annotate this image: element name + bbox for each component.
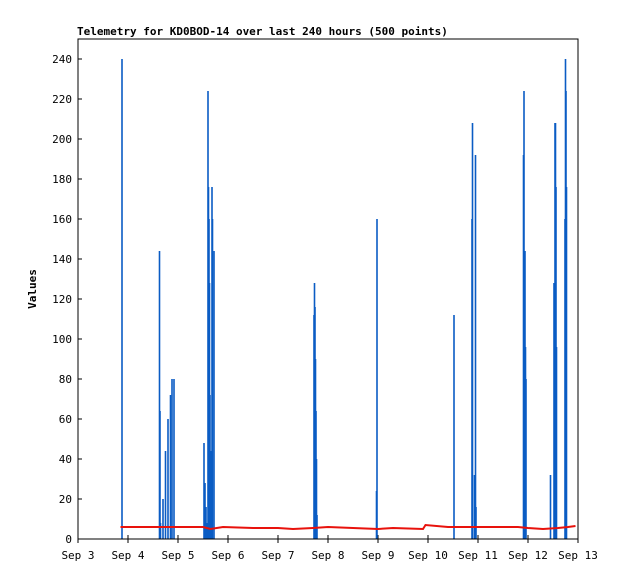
- x-tick-label: Sep 9: [361, 549, 394, 562]
- x-tick-label: Sep 5: [161, 549, 194, 562]
- x-tick-label: Sep 12: [508, 549, 548, 562]
- series-layer: [120, 59, 576, 539]
- y-tick-label: 140: [52, 253, 72, 266]
- series-1-line: [120, 523, 576, 531]
- y-tick-label: 80: [59, 373, 72, 386]
- x-tick-label: Sep 11: [458, 549, 498, 562]
- y-tick-label: 100: [52, 333, 72, 346]
- y-tick-label: 180: [52, 173, 72, 186]
- x-tick-label: Sep 4: [111, 549, 144, 562]
- y-tick-label: 220: [52, 93, 72, 106]
- x-tick-label: Sep 13: [558, 549, 598, 562]
- y-axis-ticks: 0 20 40 60 80 100 120 140 160 180 200 220 240: [52, 53, 82, 546]
- y-axis-label: Values: [26, 269, 39, 309]
- x-tick-label: Sep 10: [408, 549, 448, 562]
- plot-area: [77, 38, 579, 540]
- y-tick-label: 60: [59, 413, 72, 426]
- y-tick-label: 20: [59, 493, 72, 506]
- y-tick-label: 240: [52, 53, 72, 66]
- x-axis-ticks: Sep 3 Sep 4 Sep 5 Sep 6 Sep 7 Sep 8 Sep 9 Sep 1…: [61, 535, 598, 562]
- y-tick-label: 120: [52, 293, 72, 306]
- x-tick-label: Sep 7: [261, 549, 294, 562]
- x-tick-label: Sep 3: [61, 549, 94, 562]
- x-tick-label: Sep 8: [311, 549, 344, 562]
- y-tick-label: 0: [65, 533, 72, 546]
- y-tick-label: 160: [52, 213, 72, 226]
- x-tick-label: Sep 6: [211, 549, 244, 562]
- y-tick-label: 200: [52, 133, 72, 146]
- chart-title: Telemetry for KD0BOD-14 over last 240 ho…: [77, 25, 448, 38]
- y-tick-label: 40: [59, 453, 72, 466]
